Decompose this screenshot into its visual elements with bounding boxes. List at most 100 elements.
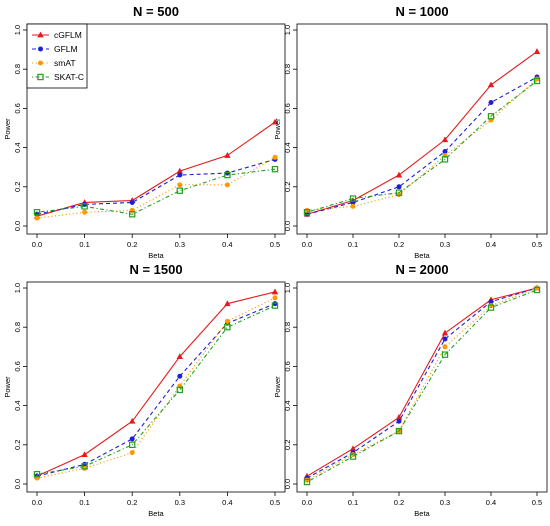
- data-point-smat: [488, 303, 494, 309]
- data-point-cgflm: [176, 167, 183, 174]
- data-point-smat: [304, 477, 310, 483]
- data-point-skat-c: [487, 113, 495, 120]
- data-point-gflm: [396, 418, 402, 424]
- series-line-cgflm: [306, 51, 538, 215]
- x-tick-label: 0.1: [348, 240, 358, 249]
- series-line-cgflm: [36, 121, 276, 217]
- data-point-cgflm: [349, 445, 357, 452]
- series-line-smat: [36, 297, 276, 479]
- legend-marker-cgflm: [37, 31, 44, 38]
- series-line-smat: [306, 287, 538, 481]
- data-point-skat-c: [395, 427, 403, 435]
- data-point-gflm: [488, 100, 494, 106]
- legend-marker-smat: [38, 60, 43, 66]
- data-point-skat-c: [176, 187, 183, 194]
- series-line-gflm: [306, 76, 538, 215]
- y-tick-label: 1.0: [13, 25, 22, 35]
- x-tick-label: 0.0: [302, 498, 312, 507]
- y-tick-label: 1.0: [283, 25, 292, 35]
- y-tick-label: 0.2: [13, 182, 22, 192]
- panel-n1500: N = 1500 0.0 0.1 0.2 0.3 0.4 0.5 0.0 0.2 0.4 0.6 0.…: [3, 262, 286, 518]
- y-tick-label: 0.6: [283, 361, 292, 371]
- y-tick-label: 0.6: [13, 361, 22, 371]
- panel-title: N = 1500: [129, 262, 182, 277]
- y-tick-label: 0.6: [13, 103, 22, 113]
- data-point-skat-c: [33, 209, 41, 216]
- x-tick-label: 0.0: [302, 240, 312, 249]
- panel-title: N = 2000: [395, 262, 448, 277]
- y-tick-label: 0.2: [283, 182, 292, 192]
- data-point-skat-c: [533, 77, 541, 85]
- y-tick-label: 0.0: [283, 479, 292, 489]
- data-point-skat-c: [224, 171, 231, 179]
- data-point-smat: [272, 295, 278, 301]
- y-axis-label: Power: [273, 376, 282, 398]
- y-tick-label: 1.0: [13, 283, 22, 293]
- x-tick-label: 0.5: [532, 240, 542, 249]
- y-tick-label: 0.8: [283, 322, 292, 332]
- y-tick-label: 0.4: [13, 400, 22, 410]
- data-point-smat: [350, 203, 356, 209]
- x-tick-label: 0.1: [79, 240, 89, 249]
- data-point-gflm: [177, 172, 183, 178]
- data-point-gflm: [442, 336, 448, 342]
- series-line-skat-c: [36, 168, 276, 215]
- data-point-skat-c: [81, 203, 88, 210]
- series-line-smat: [306, 78, 538, 211]
- data-point-smat: [34, 215, 40, 221]
- y-tick-label: 0.4: [283, 142, 292, 152]
- x-tick-label: 0.3: [175, 498, 185, 507]
- x-tick-label: 0.2: [394, 498, 404, 507]
- data-point-smat: [272, 154, 278, 160]
- x-tick-label: 0.3: [440, 240, 450, 249]
- panel-title: N = 500: [133, 4, 179, 19]
- x-tick-label: 0.2: [394, 240, 404, 249]
- y-axis-label: Power: [273, 118, 282, 140]
- plot-frame: [26, 281, 286, 493]
- legend-marker-gflm: [38, 46, 43, 52]
- x-tick-label: 0.0: [32, 498, 42, 507]
- x-tick-label: 0.1: [348, 498, 358, 507]
- x-axis-label: Beta: [148, 251, 164, 260]
- x-tick-label: 0.4: [222, 498, 232, 507]
- data-point-gflm: [177, 373, 183, 379]
- x-axis-label: Beta: [148, 509, 164, 518]
- data-point-skat-c: [303, 209, 311, 216]
- data-point-cgflm: [395, 413, 403, 420]
- x-tick-label: 0.2: [127, 240, 137, 249]
- y-tick-label: 0.0: [13, 479, 22, 489]
- data-point-smat: [129, 450, 135, 456]
- data-point-cgflm: [176, 353, 183, 359]
- data-point-skat-c: [533, 286, 541, 294]
- series-line-skat-c: [306, 289, 538, 483]
- y-tick-label: 0.8: [13, 64, 22, 74]
- x-tick-label: 0.5: [270, 240, 280, 249]
- data-point-smat: [82, 209, 88, 215]
- data-point-smat: [534, 285, 540, 291]
- data-point-smat: [350, 452, 356, 458]
- data-point-gflm: [396, 184, 402, 190]
- x-tick-label: 0.4: [486, 498, 496, 507]
- y-tick-label: 0.8: [13, 322, 22, 332]
- series-line-cgflm: [306, 287, 538, 477]
- data-point-smat: [177, 182, 183, 188]
- x-tick-label: 0.5: [270, 498, 280, 507]
- data-point-cgflm: [441, 136, 449, 143]
- data-point-skat-c: [129, 211, 136, 218]
- data-point-gflm: [224, 170, 230, 176]
- data-point-smat: [396, 192, 402, 198]
- x-tick-label: 0.4: [222, 240, 232, 249]
- data-point-skat-c: [349, 453, 357, 460]
- y-tick-label: 0.2: [13, 440, 22, 450]
- data-point-gflm: [82, 201, 88, 207]
- y-tick-label: 0.4: [13, 142, 22, 152]
- data-point-gflm: [272, 301, 278, 307]
- y-tick-label: 0.0: [283, 221, 292, 231]
- x-tick-label: 0.3: [440, 498, 450, 507]
- data-point-gflm: [488, 299, 494, 305]
- data-point-skat-c: [129, 441, 136, 449]
- panel-n500: N = 500 0.0 0.1 0.2 0.3 0.4 0.5 0.0 0.2 0.4 0.6 0.8…: [3, 4, 286, 260]
- data-point-cgflm: [395, 171, 403, 178]
